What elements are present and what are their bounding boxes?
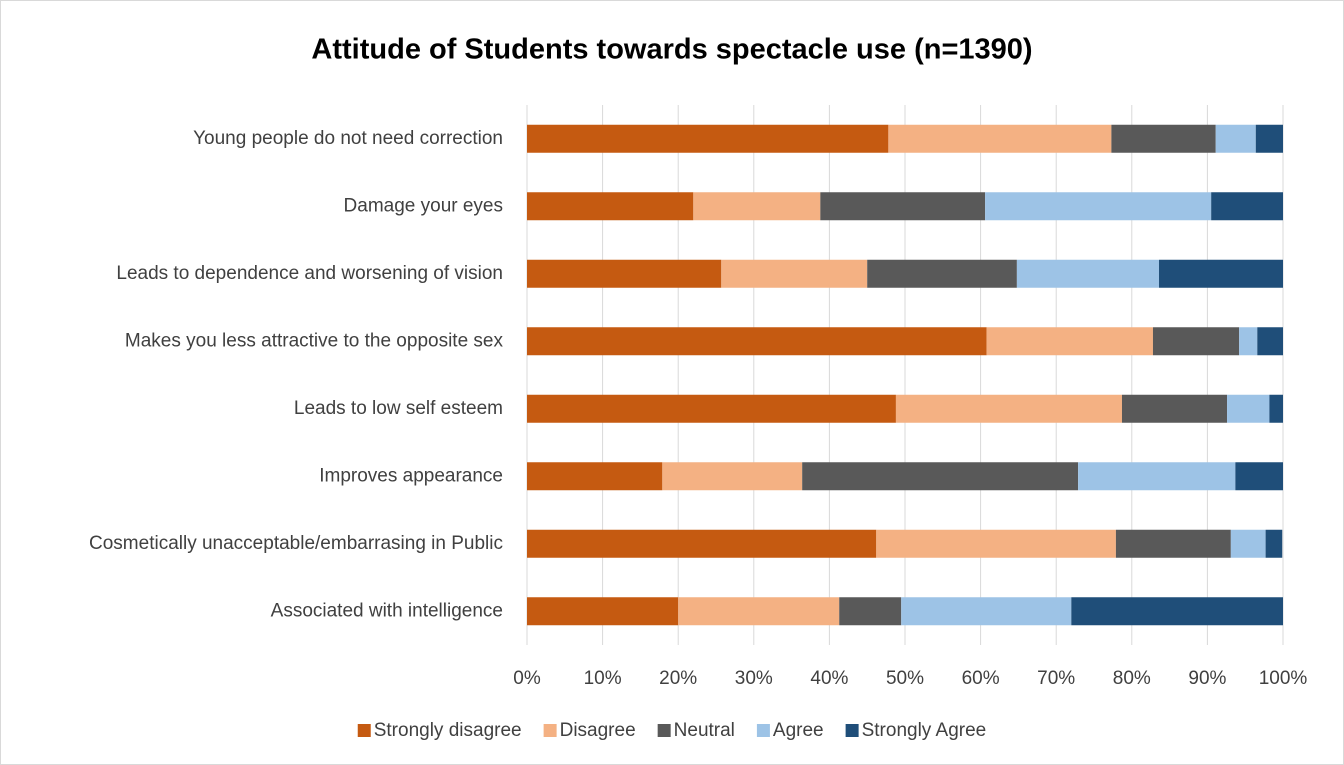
bar-segment [527, 124, 889, 153]
chart-title: Attitude of Students towards spectacle u… [311, 34, 1032, 66]
bar-segment [693, 192, 821, 221]
bar-segment [527, 259, 722, 288]
legend-swatch [543, 724, 557, 737]
x-tick-label: 30% [735, 668, 773, 689]
x-tick-label: 10% [584, 668, 622, 689]
x-tick-label: 70% [1037, 668, 1075, 689]
y-tick-label: Damage your eyes [344, 195, 503, 216]
y-tick-label: Cosmetically unacceptable/embarrasing in… [89, 533, 503, 554]
y-tick-label: Leads to low self esteem [294, 398, 503, 419]
bar-segment [867, 259, 1017, 288]
bar-segment [1269, 394, 1283, 423]
x-tick-label: 60% [962, 668, 1000, 689]
bar-segment [839, 597, 902, 626]
legend-swatch [845, 724, 859, 737]
x-tick-label: 50% [886, 668, 924, 689]
bar-segment [662, 462, 803, 491]
bar-segment [985, 192, 1212, 221]
bar-segment [1111, 124, 1216, 153]
bar-segment [1215, 124, 1256, 153]
x-tick-label: 40% [810, 668, 848, 689]
bar-segment [1239, 327, 1258, 356]
bar-segment [1227, 394, 1270, 423]
bar-segment [678, 597, 840, 626]
legend-swatch [756, 724, 770, 737]
legend-label: Agree [773, 720, 824, 741]
legend-swatch [657, 724, 671, 737]
legend-label: Disagree [560, 720, 636, 741]
bar-segment [1159, 259, 1283, 288]
y-tick-label: Young people do not need correction [193, 128, 503, 149]
bar-segment [895, 394, 1122, 423]
y-tick-label: Leads to dependence and worsening of vis… [116, 263, 503, 284]
y-tick-label: Associated with intelligence [271, 600, 503, 621]
y-tick-label: Makes you less attractive to the opposit… [125, 330, 504, 351]
x-tick-label: 100% [1259, 668, 1308, 689]
bar-segment [1121, 394, 1228, 423]
bar-segment [1211, 192, 1283, 221]
bar-segment [986, 327, 1153, 356]
bar-segment [1230, 529, 1266, 558]
legend-label: Strongly Agree [862, 720, 987, 741]
bar-segment [527, 394, 896, 423]
bar-segment [888, 124, 1112, 153]
legend-label: Neutral [674, 720, 735, 741]
bar-segment [721, 259, 868, 288]
bar-segment [1078, 462, 1236, 491]
bar-segment [1255, 124, 1283, 153]
bar-segment [901, 597, 1072, 626]
x-tick-label: 90% [1188, 668, 1226, 689]
bar-segment [1016, 259, 1160, 288]
bar-segment [1265, 529, 1283, 558]
bar-segment [1115, 529, 1231, 558]
x-tick-label: 20% [659, 668, 697, 689]
bar-segment [1152, 327, 1240, 356]
bar-segment [527, 192, 694, 221]
x-tick-label: 0% [513, 668, 541, 689]
x-tick-label: 80% [1113, 668, 1151, 689]
bar-segment [802, 462, 1079, 491]
legend-swatch [357, 724, 371, 737]
bar-segment [527, 529, 877, 558]
y-tick-label: Improves appearance [319, 465, 503, 486]
bar-segment [1235, 462, 1283, 491]
bar-segment [1257, 327, 1283, 356]
bar-segment [876, 529, 1116, 558]
bar-segment [1071, 597, 1283, 626]
bar-segment [820, 192, 986, 221]
bar-segment [527, 462, 663, 491]
bar-segment [527, 327, 987, 356]
legend-label: Strongly disagree [374, 720, 522, 741]
bar-segment [527, 597, 679, 626]
